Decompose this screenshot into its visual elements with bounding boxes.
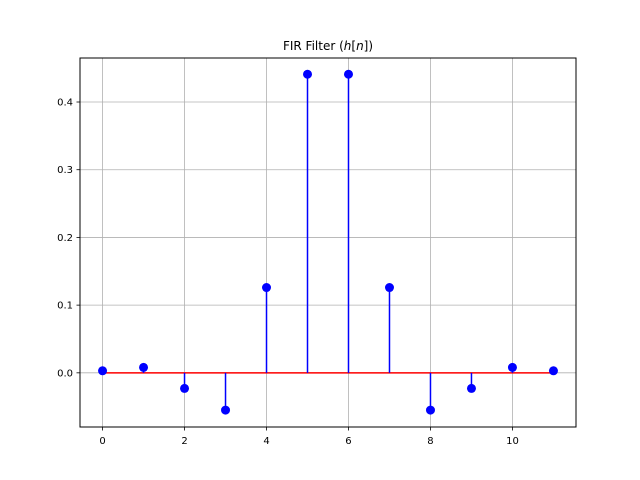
grid (80, 58, 576, 427)
x-tick-label: 6 (345, 436, 351, 447)
y-tick-label: 0.1 (57, 301, 73, 312)
stem-marker (425, 405, 435, 415)
stems (101, 74, 555, 411)
y-axis-ticks: 0.0 0.1 0.2 0.3 0.4 (57, 98, 80, 379)
x-tick-label: 0 (99, 436, 105, 447)
x-tick-label: 8 (427, 436, 433, 447)
y-tick-label: 0.3 (57, 165, 73, 176)
stem-marker (262, 283, 272, 293)
stem-marker (384, 283, 394, 293)
x-tick-label: 2 (181, 436, 187, 447)
stem-marker (180, 383, 190, 393)
x-axis-ticks: 0 2 4 6 8 10 (99, 427, 519, 447)
stem-marker (343, 69, 353, 79)
title-bracket-close: ]) (364, 39, 373, 53)
chart-title: FIR Filter (h[n]) (283, 39, 373, 53)
markers (98, 69, 558, 415)
title-variable: h (344, 39, 352, 53)
y-tick-label: 0.2 (57, 233, 73, 244)
y-tick-label: 0.4 (57, 98, 73, 109)
stem-marker (139, 362, 149, 372)
x-tick-label: 4 (263, 436, 269, 447)
stem-marker (466, 383, 476, 393)
stem-marker (548, 366, 558, 376)
title-index: n (356, 39, 364, 53)
plot-frame (79, 57, 577, 428)
stem-marker (221, 405, 231, 415)
stem-marker (507, 362, 517, 372)
stem-marker (98, 366, 108, 376)
x-tick-label: 10 (506, 436, 519, 447)
y-tick-label: 0.0 (57, 368, 73, 379)
stem-marker (303, 69, 313, 79)
title-prefix: FIR Filter ( (283, 39, 344, 53)
title-bracket-open: [ (351, 39, 356, 53)
